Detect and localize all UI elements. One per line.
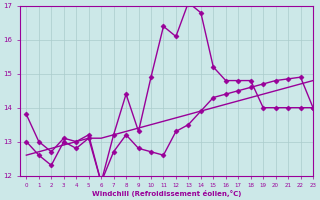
X-axis label: Windchill (Refroidissement éolien,°C): Windchill (Refroidissement éolien,°C) [92,190,241,197]
